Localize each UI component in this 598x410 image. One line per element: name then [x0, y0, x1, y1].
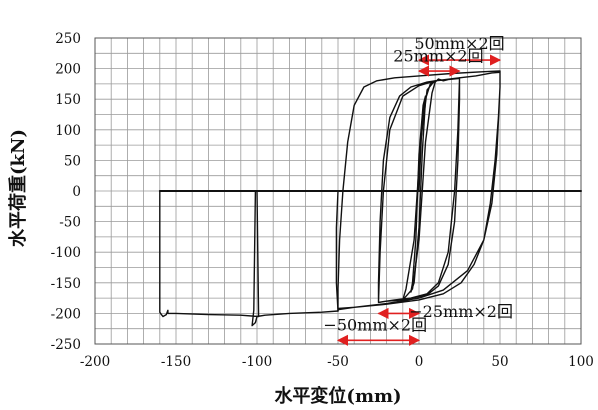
series-line [159, 190, 339, 327]
annotation-label: 25mm×2回 [393, 46, 483, 65]
x-tick-label: 100 [568, 354, 594, 370]
x-axis-title: 水平変位(mm) [274, 385, 401, 407]
y-axis-title: 水平荷重(kN) [7, 129, 29, 247]
x-tick-label: 50 [491, 354, 508, 370]
annotation-label: −25mm×2回 [409, 302, 513, 321]
y-tick-label: 0 [72, 184, 81, 200]
y-tick-label: 200 [55, 62, 81, 78]
y-tick-label: -100 [51, 245, 81, 261]
x-tick-label: -200 [80, 354, 110, 370]
y-tick-label: -150 [51, 276, 81, 292]
series-line [337, 70, 501, 312]
tick-labels: -200 -150 -100 -50 0 50 100 250 200 150 100 50 0 -50 -… [51, 31, 594, 370]
y-tick-label: 150 [55, 92, 81, 108]
y-tick-label: -50 [59, 215, 81, 231]
x-tick-label: -50 [327, 354, 349, 370]
y-tick-label: 250 [55, 31, 81, 47]
series-layer [158, 70, 582, 327]
y-tick-label: -250 [51, 337, 81, 353]
y-tick-label: 50 [64, 153, 81, 169]
annotation-label: −50mm×2回 [323, 316, 427, 335]
series-line [335, 190, 339, 312]
x-tick-label: -150 [161, 354, 191, 370]
series-line [410, 95, 427, 293]
y-tick-label: 100 [55, 123, 81, 139]
y-tick-label: -200 [51, 306, 81, 322]
series-line [377, 77, 461, 304]
annotation-label: 50mm×2回 [414, 34, 504, 53]
x-tick-label: -100 [242, 354, 272, 370]
x-tick-label: 0 [415, 354, 424, 370]
